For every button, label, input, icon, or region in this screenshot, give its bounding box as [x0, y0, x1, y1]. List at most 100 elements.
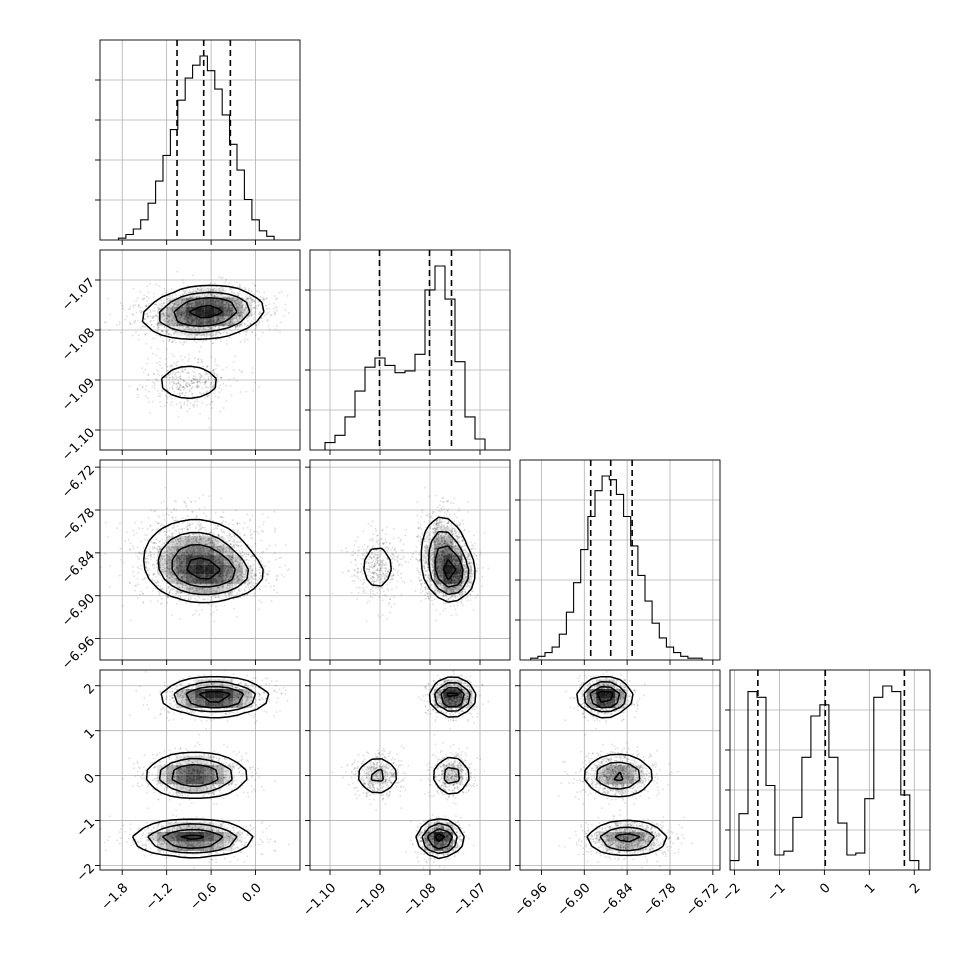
sample-point [149, 283, 152, 285]
sample-point [186, 304, 189, 306]
sample-point [134, 319, 137, 322]
sample-point [223, 303, 226, 306]
sample-point [190, 291, 192, 294]
sample-point [249, 297, 252, 300]
sample-point [231, 569, 233, 571]
sample-point [159, 602, 162, 605]
sample-point [238, 316, 241, 319]
sample-point [168, 580, 171, 583]
sample-point [211, 334, 214, 336]
sample-point [232, 298, 235, 300]
sample-point [149, 320, 152, 323]
sample-point [182, 298, 185, 300]
sample-point [137, 304, 140, 306]
sample-point [144, 576, 146, 579]
sample-point [178, 324, 181, 326]
sample-point [246, 293, 249, 296]
sample-point [188, 371, 190, 374]
sample-point [227, 304, 230, 307]
sample-point [245, 298, 248, 301]
sample-point [273, 552, 276, 555]
sample-point [253, 307, 256, 309]
sample-point [220, 276, 223, 279]
sample-point [163, 325, 166, 328]
sample-point [192, 533, 195, 536]
sample-point [155, 547, 158, 550]
sample-point [143, 578, 146, 580]
sample-point [229, 287, 231, 290]
sample-point [226, 534, 228, 537]
sample-point [184, 304, 187, 307]
sample-point [240, 574, 243, 577]
sample-point [136, 389, 139, 391]
sample-point [197, 357, 200, 360]
sample-point [232, 299, 235, 301]
sample-point [162, 313, 165, 315]
sample-point [147, 562, 150, 565]
sample-point [179, 543, 182, 545]
sample-point [200, 289, 203, 291]
sample-point [192, 547, 195, 549]
sample-point [211, 541, 214, 544]
sample-point [251, 331, 254, 334]
sample-point [231, 321, 234, 324]
sample-point [163, 299, 166, 302]
sample-point [155, 559, 158, 562]
sample-point [232, 317, 235, 319]
sample-point [169, 315, 171, 318]
sample-point [257, 323, 260, 325]
sample-point [225, 586, 228, 589]
sample-point [174, 307, 177, 310]
sample-point [186, 524, 189, 527]
sample-point [253, 300, 256, 302]
sample-point [235, 317, 238, 320]
sample-point [245, 298, 248, 301]
sample-point [201, 327, 204, 329]
sample-point [178, 531, 181, 534]
sample-point [146, 586, 148, 589]
sample-point [191, 302, 194, 305]
sample-point [180, 299, 183, 302]
sample-point [180, 320, 183, 323]
sample-point [209, 541, 212, 544]
sample-point [167, 315, 170, 318]
sample-point [140, 311, 143, 313]
sample-point [145, 305, 148, 308]
sample-point [235, 577, 238, 580]
sample-point [217, 365, 220, 367]
sample-point [217, 331, 220, 334]
sample-point [167, 315, 170, 317]
sample-point [249, 322, 252, 325]
sample-point [187, 360, 190, 362]
sample-point [219, 411, 222, 413]
sample-point [228, 535, 231, 537]
sample-point [228, 567, 231, 569]
sample-point [168, 563, 171, 566]
sample-point [177, 315, 179, 318]
sample-point [230, 320, 232, 323]
sample-point [184, 289, 187, 292]
sample-point [190, 303, 193, 306]
sample-point [149, 330, 152, 332]
sample-point [172, 305, 175, 307]
sample-point [213, 541, 216, 544]
sample-point [183, 387, 186, 390]
sample-point [232, 519, 234, 521]
sample-point [192, 545, 195, 548]
sample-point [225, 366, 228, 369]
sample-point [118, 320, 121, 323]
sample-point [284, 309, 287, 311]
sample-point [181, 326, 184, 329]
sample-point [158, 284, 161, 287]
sample-point [200, 522, 203, 525]
sample-point [273, 307, 275, 310]
sample-point [175, 375, 177, 378]
sample-point [245, 288, 247, 291]
sample-point [128, 385, 131, 388]
sample-point [208, 537, 211, 540]
sample-point [214, 358, 217, 360]
sample-point [216, 320, 219, 323]
sample-point [176, 330, 178, 333]
sample-point [155, 313, 158, 316]
sample-point [206, 544, 208, 546]
